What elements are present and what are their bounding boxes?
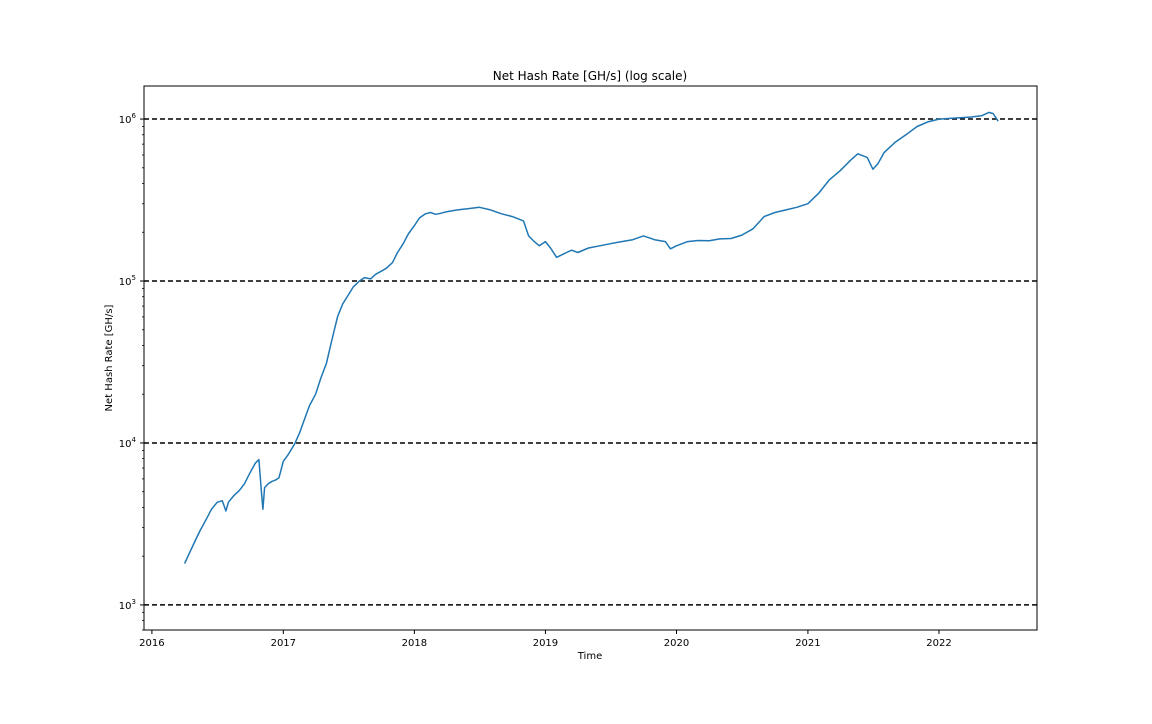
- x-axis: 2016 2017 2018 2019 2020 2021 2022: [139, 630, 952, 649]
- series-layer: [183, 111, 999, 564]
- x-axis-label: Time: [577, 651, 602, 662]
- x-tick-label: 2020: [664, 638, 689, 649]
- y-tick-label: 103: [119, 598, 136, 612]
- x-tick-label: 2017: [271, 638, 296, 649]
- y-tick-label: 106: [119, 112, 137, 126]
- reference-lines: [144, 118, 1037, 606]
- chart-title: Net Hash Rate [GH/s] (log scale): [493, 69, 687, 83]
- x-tick-label: 2022: [926, 638, 951, 649]
- y-axis: 103 104 105 106: [119, 112, 144, 631]
- series-line: [183, 111, 999, 564]
- x-tick-label: 2019: [533, 638, 558, 649]
- y-tick-label: 105: [119, 274, 136, 288]
- y-tick-label: 104: [119, 436, 137, 450]
- y-axis-label: Net Hash Rate [GH/s]: [104, 304, 115, 411]
- x-tick-label: 2018: [402, 638, 427, 649]
- x-tick-label: 2021: [795, 638, 820, 649]
- plot-frame: [143, 85, 1038, 631]
- x-tick-label: 2016: [139, 638, 164, 649]
